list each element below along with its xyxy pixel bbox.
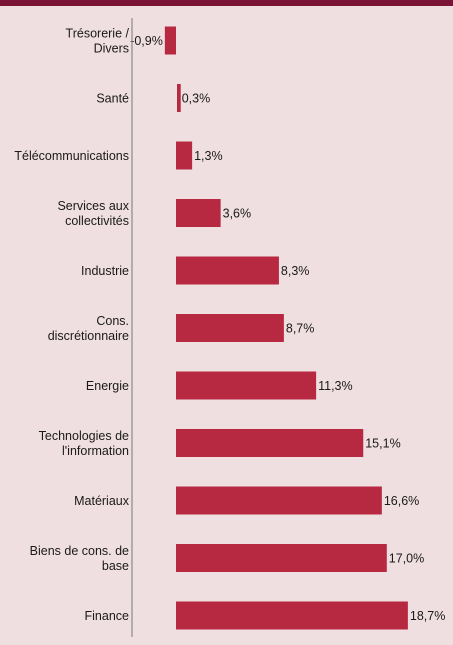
data-label: 3,6% — [223, 207, 252, 221]
bar — [176, 141, 193, 170]
category-label: Biens de cons. de — [30, 544, 129, 558]
category-label: discrétionnaire — [48, 329, 129, 343]
bar — [176, 486, 382, 515]
bar — [176, 429, 364, 457]
bar — [176, 256, 279, 285]
category-label: Technologies de — [39, 429, 129, 443]
data-label: 18,7% — [410, 609, 445, 623]
category-label: Télécommunications — [14, 149, 129, 163]
category-label: base — [102, 559, 129, 573]
bar — [176, 314, 284, 342]
bar — [176, 371, 317, 400]
bar — [176, 601, 408, 630]
data-label: -0,9% — [130, 34, 163, 48]
data-label: 1,3% — [194, 149, 223, 163]
data-label: 17,0% — [389, 552, 424, 566]
data-label: 16,6% — [384, 494, 419, 508]
category-label: Services aux — [57, 199, 129, 213]
data-label: 11,3% — [318, 379, 353, 393]
chart-marks: Trésorerie /Divers-0,9% Santé 0,3% Télécomm… — [14, 26, 445, 630]
category-label: Cons. — [96, 314, 129, 328]
category-label: Trésorerie / — [66, 27, 130, 41]
category-label: Matériaux — [74, 494, 130, 508]
data-label: 8,7% — [286, 322, 315, 336]
data-label: 0,3% — [182, 92, 211, 106]
bar — [176, 199, 221, 227]
category-label: l'information — [62, 444, 129, 458]
category-label: Divers — [94, 42, 129, 56]
bar — [176, 544, 387, 572]
category-label: collectivités — [65, 214, 129, 228]
category-label: Santé — [96, 92, 129, 106]
category-label: Energie — [86, 379, 129, 393]
category-label: Finance — [85, 609, 130, 623]
bar — [164, 26, 176, 55]
data-label: 15,1% — [365, 437, 400, 451]
top-band — [0, 0, 453, 6]
bar — [177, 84, 181, 112]
data-label: 8,3% — [281, 264, 310, 278]
category-label: Industrie — [81, 264, 129, 278]
